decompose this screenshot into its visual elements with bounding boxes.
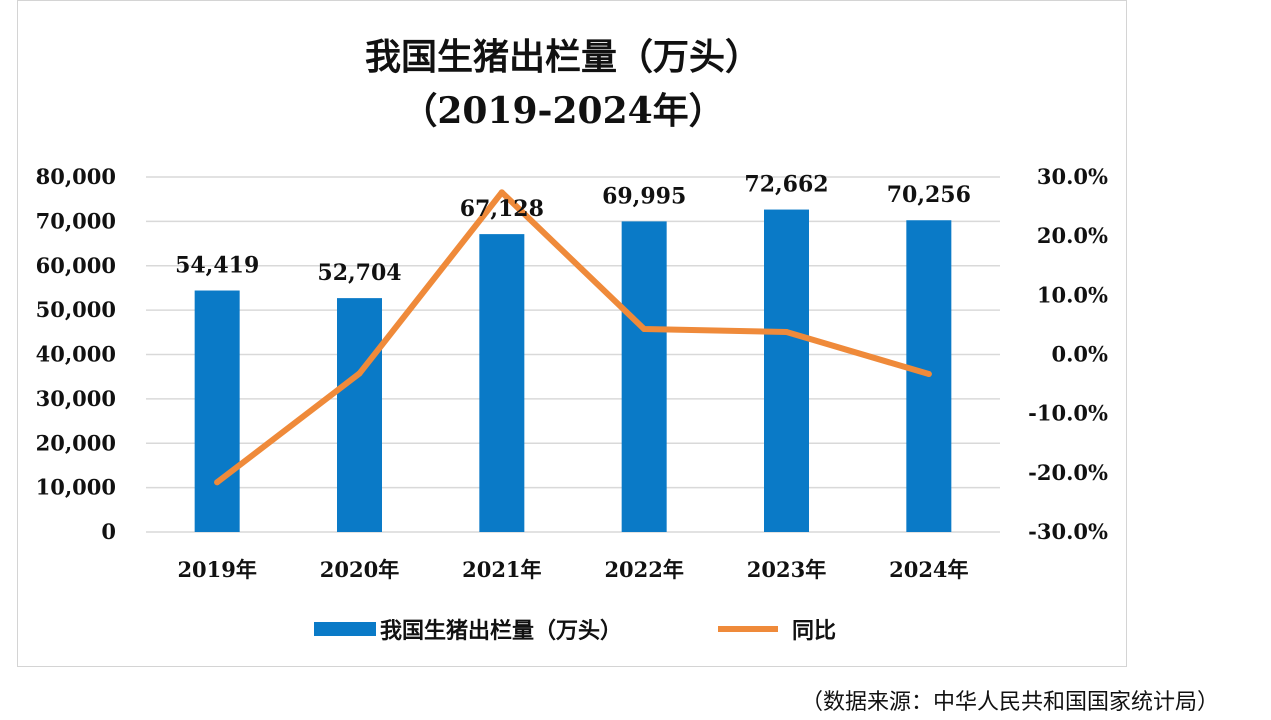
label-layer: 54,419 52,704 67,128 69,995 72,662 70,256 (175, 172, 971, 287)
left-tick-label: 20,000 (36, 430, 116, 455)
yoy-point (925, 371, 932, 378)
right-tick-label: 10.0% (1037, 282, 1108, 307)
legend-line-label: 同比 (792, 618, 836, 644)
legend-bar-swatch (314, 622, 376, 636)
category-label: 2020年 (320, 557, 399, 582)
left-tick-label: 80,000 (36, 164, 116, 189)
bar (337, 298, 382, 532)
left-tick-label: 40,000 (36, 342, 116, 367)
category-label: 2021年 (462, 557, 541, 582)
bar (764, 209, 809, 532)
bar-value-label: 52,704 (317, 260, 401, 286)
left-tick-label: 30,000 (36, 386, 116, 411)
bar-value-label: 72,662 (744, 172, 828, 198)
bar (479, 234, 525, 532)
grid-layer (146, 176, 1000, 533)
legend: 我国生猪出栏量（万头） 同比 (314, 618, 836, 644)
right-tick-label: -20.0% (1028, 460, 1108, 485)
left-tick-label: 70,000 (36, 208, 116, 233)
chart-frame: 我国生猪出栏量（万头） （2019-2024年） 54,419 52,704 67,… (17, 0, 1127, 667)
category-label: 2019年 (177, 557, 256, 582)
category-label: 2023年 (747, 557, 826, 582)
source-note: （数据来源：中华人民共和国国家统计局） (800, 690, 1219, 715)
bar (621, 221, 667, 532)
chart-subtitle: （2019-2024年） (401, 90, 724, 132)
right-tick-label: 0.0% (1052, 342, 1109, 367)
yoy-line (214, 189, 932, 486)
legend-bar-label: 我国生猪出栏量（万头） (380, 618, 622, 644)
right-tick-label: 20.0% (1037, 223, 1108, 248)
left-tick-label: 60,000 (36, 253, 116, 278)
yoy-point (214, 479, 221, 486)
yoy-point (498, 189, 505, 196)
bar-value-label: 69,995 (602, 183, 686, 209)
category-label: 2024年 (889, 557, 968, 582)
category-label: 2022年 (604, 557, 683, 582)
bar (194, 290, 240, 532)
left-tick-label: 50,000 (36, 297, 116, 322)
chart-title: 我国生猪出栏量（万头） (365, 36, 761, 78)
yoy-point (356, 370, 363, 377)
yoy-point (641, 326, 648, 333)
bar-value-label: 67,128 (460, 196, 544, 222)
line-layer (214, 189, 932, 486)
yoy-point (783, 329, 790, 336)
right-tick-label: -30.0% (1028, 519, 1108, 544)
left-tick-label: 0 (101, 519, 116, 544)
axis-layer: 0 10,000 20,000 30,000 40,000 50,000 60,000 70,… (36, 164, 1108, 582)
left-tick-label: 10,000 (36, 475, 116, 500)
chart-svg: 我国生猪出栏量（万头） （2019-2024年） 54,419 52,704 67,… (36, 36, 1108, 644)
bar-value-label: 54,419 (175, 253, 259, 279)
right-tick-label: 30.0% (1037, 164, 1108, 189)
bar-value-label: 70,256 (887, 182, 971, 208)
bar-layer (194, 209, 952, 532)
right-tick-label: -10.0% (1028, 401, 1108, 426)
